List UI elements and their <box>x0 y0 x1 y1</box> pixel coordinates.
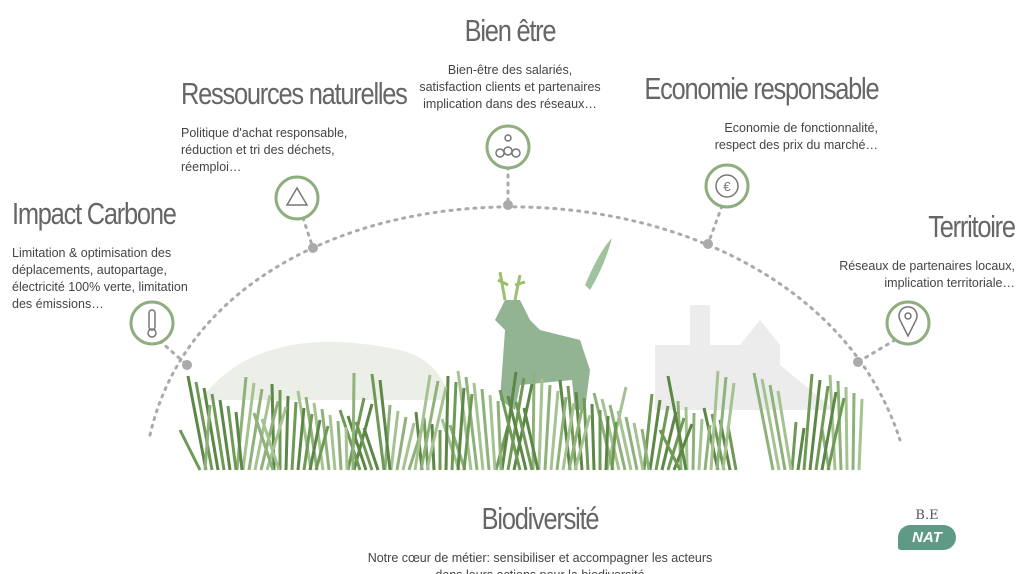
section-title: Biodiversité <box>335 500 745 538</box>
section-text: déplacements, autopartage, <box>12 262 212 279</box>
grass-blade <box>338 421 341 470</box>
grass-blade <box>853 393 854 470</box>
grass-blade <box>353 373 354 470</box>
grass-blade <box>699 419 702 470</box>
infographic: € B.E NAT Impact Carbone Limitation & opt… <box>0 0 1018 574</box>
grass-blade <box>606 416 608 470</box>
logo-bottom: NAT <box>898 525 956 550</box>
logo: B.E NAT <box>898 508 956 550</box>
grass-blade <box>346 427 347 470</box>
grass-blade <box>618 411 631 470</box>
grass-blade <box>612 422 616 470</box>
section-text: réemploi… <box>181 159 456 176</box>
grass-blade <box>292 402 296 470</box>
section-text: implication territoriale… <box>839 275 1015 292</box>
grass-blade <box>545 385 550 470</box>
section-text: électricité 100% verte, limitation <box>12 279 212 296</box>
logo-top: B.E <box>898 508 956 523</box>
grass-blade <box>330 415 335 470</box>
section: Biodiversité Notre cœur de métier: sensib… <box>290 500 790 574</box>
section-title: Territoire <box>871 208 1015 246</box>
grass-blade <box>539 379 542 470</box>
section: Impact Carbone Limitation & optimisation … <box>12 195 212 313</box>
section-text: Notre cœur de métier: sensibiliser et ac… <box>290 550 790 567</box>
section-text: Economie de fonctionnalité, <box>593 120 878 137</box>
section-text: Réseaux de partenaires locaux, <box>839 258 1015 275</box>
section: Economie responsable Economie de fonction… <box>593 70 878 154</box>
section-title: Bien être <box>305 12 715 50</box>
grass-blade <box>592 404 594 470</box>
grass-blade <box>180 430 200 470</box>
hill <box>200 342 450 400</box>
svg-text:€: € <box>723 179 731 194</box>
grass-blade <box>859 399 862 470</box>
section: Territoire Réseaux de partenaires locaux,… <box>839 208 1015 292</box>
section-text: des émissions… <box>12 296 212 313</box>
grass-blade <box>490 395 495 470</box>
section-text: respect des prix du marché… <box>593 137 878 154</box>
section-title: Impact Carbone <box>12 195 176 233</box>
section-text: réduction et tri des déchets, <box>181 142 456 159</box>
village <box>655 305 835 410</box>
bird <box>585 238 612 290</box>
grass-blade <box>391 411 398 470</box>
grass-blade <box>846 387 847 470</box>
section-title: Economie responsable <box>644 70 878 108</box>
antlers <box>498 272 525 300</box>
grass-blade <box>792 422 796 470</box>
grass-blade <box>705 425 710 470</box>
section-text: Limitation & optimisation des <box>12 245 212 262</box>
grass-blade <box>693 413 694 470</box>
section-text: Politique d'achat responsable, <box>181 125 456 142</box>
section-text: dans leurs actions pour la biodiversité <box>290 567 790 574</box>
